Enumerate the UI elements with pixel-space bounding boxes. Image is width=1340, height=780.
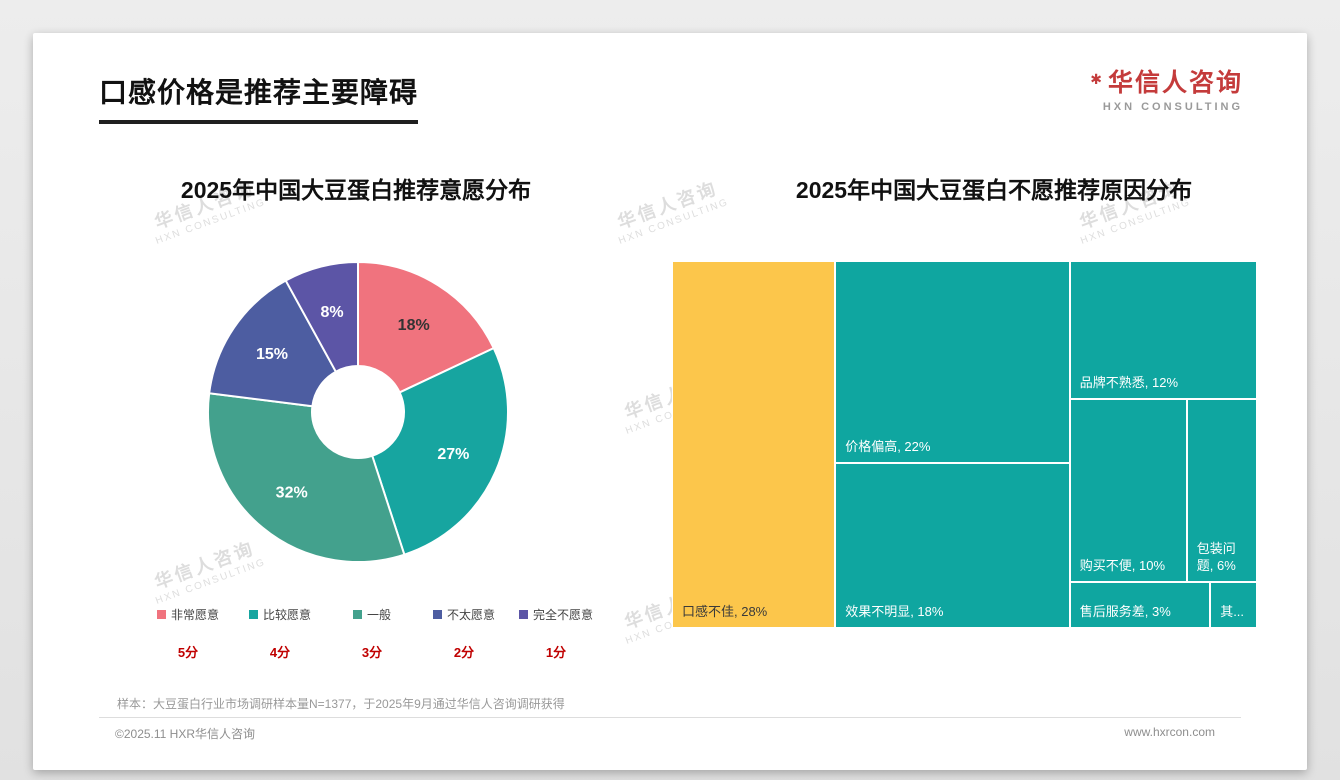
legend-label: 完全不愿意 [532, 608, 593, 622]
treemap-cell-label: 口感不佳, 28% [682, 604, 768, 620]
donut-value-label: 18% [398, 317, 430, 334]
score-label: 3分 [361, 645, 383, 660]
copyright-text: ©2025.11 HXR华信人咨询 [115, 727, 255, 741]
treemap-cell-other: 其... [1210, 582, 1257, 628]
logo-cn: ✱ 华信人咨询 [1090, 63, 1243, 99]
legend-item: 完全不愿意 [510, 606, 602, 623]
footer-divider [99, 717, 1241, 718]
legend-label: 非常愿意 [170, 608, 219, 622]
treemap-cell-label: 售后服务差, 3% [1079, 604, 1171, 620]
treemap-cell-label: 价格偏高, 22% [845, 438, 931, 454]
sample-footnote: 样本：大豆蛋白行业市场调研样本量N=1377，于2025年9月通过华信人咨询调研… [117, 697, 565, 711]
treemap-cell-packaging: 包装问题, 6% [1186, 398, 1257, 583]
donut-legend-block: 非常愿意 比较愿意 一般 不太愿意 完全不愿意 5分 4分 3分 2分 1分 [142, 606, 602, 661]
donut-slice-4 [208, 279, 337, 408]
donut-slice-2 [371, 347, 509, 556]
logo-cn-text: 华信人咨询 [1107, 69, 1243, 97]
legend-swatch [248, 610, 258, 619]
slide-card: 华信人咨询 HXN CONSULTING 华信人咨询 HXN CONSULTING 华信… [33, 33, 1307, 770]
treemap-cell-label: 品牌不熟悉, 12% [1079, 374, 1179, 390]
donut-value-label: 27% [437, 446, 469, 463]
legend-item: 比较愿意 [234, 606, 326, 623]
brand-logo: ✱ 华信人咨询 HXN CONSULTING [1090, 63, 1243, 113]
treemap-cell-label: 包装问题, 6% [1196, 541, 1236, 574]
treemap-cell-purchase: 购买不便, 10% [1069, 398, 1187, 583]
treemap-cell-label: 购买不便, 10% [1079, 558, 1166, 574]
logo-en-text: HXN CONSULTING [1102, 101, 1243, 113]
treemap-cell-brand: 品牌不熟悉, 12% [1069, 261, 1257, 399]
score-label: 2分 [453, 645, 475, 660]
score-row: 5分 4分 3分 2分 1分 [142, 642, 602, 661]
logo-mark-icon: ✱ [1090, 71, 1104, 87]
legend-item: 不太愿意 [418, 606, 510, 623]
score-label: 1分 [545, 645, 567, 660]
donut-value-label: 15% [256, 346, 288, 363]
legend-swatch [156, 610, 166, 619]
legend-swatch [432, 610, 442, 619]
score-label: 5分 [177, 645, 199, 660]
donut-chart: 18% 27% 32% 15% 8% [207, 261, 509, 563]
treemap-chart: 口感不佳, 28% 价格偏高, 22% 效果不明显, 18% 品牌不熟悉, 12% 购买… [672, 261, 1257, 628]
donut-chart-title: 2025年中国大豆蛋白推荐意愿分布 [180, 177, 532, 203]
legend-label: 不太愿意 [446, 608, 495, 622]
treemap-cell-label: 效果不明显, 18% [845, 604, 944, 620]
legend-item: 非常愿意 [142, 606, 234, 623]
treemap-cell-label: 其... [1220, 604, 1245, 620]
treemap-cell-taste: 口感不佳, 28% [672, 261, 836, 628]
donut-slice-1 [357, 261, 495, 394]
donut-slice-3 [207, 392, 406, 563]
treemap-cell-aftersales: 售后服务差, 3% [1069, 582, 1211, 628]
legend-label: 一般 [366, 608, 391, 622]
legend-item: 一般 [326, 606, 418, 623]
legend-swatch [352, 610, 362, 619]
treemap-cell-effect: 效果不明显, 18% [835, 462, 1070, 628]
page-title: 口感价格是推荐主要障碍 [99, 71, 419, 124]
legend-label: 比较愿意 [262, 608, 311, 622]
treemap-cell-price: 价格偏高, 22% [835, 261, 1070, 463]
donut-legend: 非常愿意 比较愿意 一般 不太愿意 完全不愿意 [142, 606, 602, 623]
score-label: 4分 [269, 645, 291, 660]
donut-value-label: 8% [321, 304, 344, 321]
legend-swatch [518, 610, 528, 619]
donut-slice-5 [284, 261, 359, 373]
treemap-chart-title: 2025年中国大豆蛋白不愿推荐原因分布 [795, 177, 1193, 203]
donut-value-label: 32% [276, 485, 308, 502]
website-text: www.hxrcon.com [1124, 725, 1215, 739]
